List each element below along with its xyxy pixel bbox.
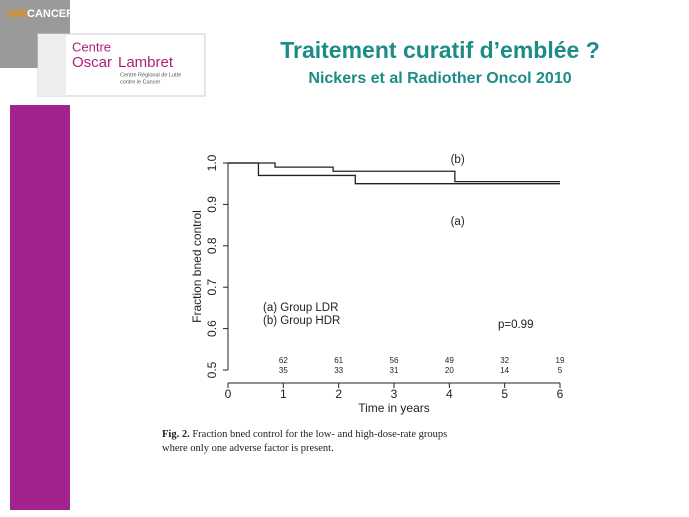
subtitle: Nickers et al Radiother Oncol 2010 (308, 70, 571, 87)
logo-line1: Centre (72, 39, 111, 54)
at-risk-count: 61 (334, 356, 343, 365)
km-curve (228, 162, 560, 185)
at-risk-count: 35 (279, 366, 288, 375)
logo-mark (38, 34, 66, 96)
annotation: (b) (451, 154, 465, 166)
logo-line3: Lambret (118, 54, 174, 71)
annotation: p=0.99 (498, 319, 534, 331)
at-risk-count: 14 (500, 366, 509, 375)
x-tick-label: 2 (335, 387, 342, 401)
at-risk-count: 31 (390, 366, 399, 375)
x-axis-label: Time in years (358, 401, 430, 415)
brand-b: CANCER (27, 8, 74, 20)
annotation: (a) (451, 216, 465, 228)
y-tick-label: 0.6 (205, 320, 219, 337)
at-risk-count: 56 (390, 356, 399, 365)
logo-sub2: contre le Cancer (120, 79, 161, 85)
at-risk-count: 32 (500, 356, 509, 365)
at-risk-count: 49 (445, 356, 454, 365)
side-bar (10, 105, 70, 510)
caption-label: Fig. 2. (162, 429, 190, 440)
x-tick-label: 5 (501, 387, 508, 401)
y-tick-label: 0.7 (205, 279, 219, 296)
logo-line2: Oscar (72, 54, 112, 71)
y-axis-label: Fraction bned control (190, 210, 204, 323)
x-tick-label: 4 (446, 387, 453, 401)
at-risk-count: 5 (558, 366, 563, 375)
legend-entry: (b) Group HDR (263, 315, 340, 327)
x-tick-label: 0 (225, 387, 232, 401)
km-curve (228, 162, 560, 183)
y-tick-label: 1.0 (205, 154, 219, 171)
logo-sub1: Centre Régional de Lutte (120, 72, 181, 78)
y-tick-label: 0.5 (205, 361, 219, 378)
x-tick-label: 3 (391, 387, 398, 401)
x-tick-label: 6 (557, 387, 564, 401)
at-risk-count: 62 (279, 356, 288, 365)
caption-text: Fraction bned control for the low- and h… (162, 429, 448, 454)
at-risk-count: 33 (334, 366, 343, 375)
y-tick-label: 0.9 (205, 196, 219, 213)
title: Traitement curatif d’emblée ? (280, 37, 600, 63)
brand-a: UNI (8, 8, 27, 20)
at-risk-count: 20 (445, 366, 454, 375)
at-risk-count: 19 (556, 356, 565, 365)
x-tick-label: 1 (280, 387, 287, 401)
caption: Fig. 2. Fraction bned control for the lo… (162, 428, 452, 456)
y-tick-label: 0.8 (205, 237, 219, 254)
legend-entry: (a) Group LDR (263, 302, 338, 314)
